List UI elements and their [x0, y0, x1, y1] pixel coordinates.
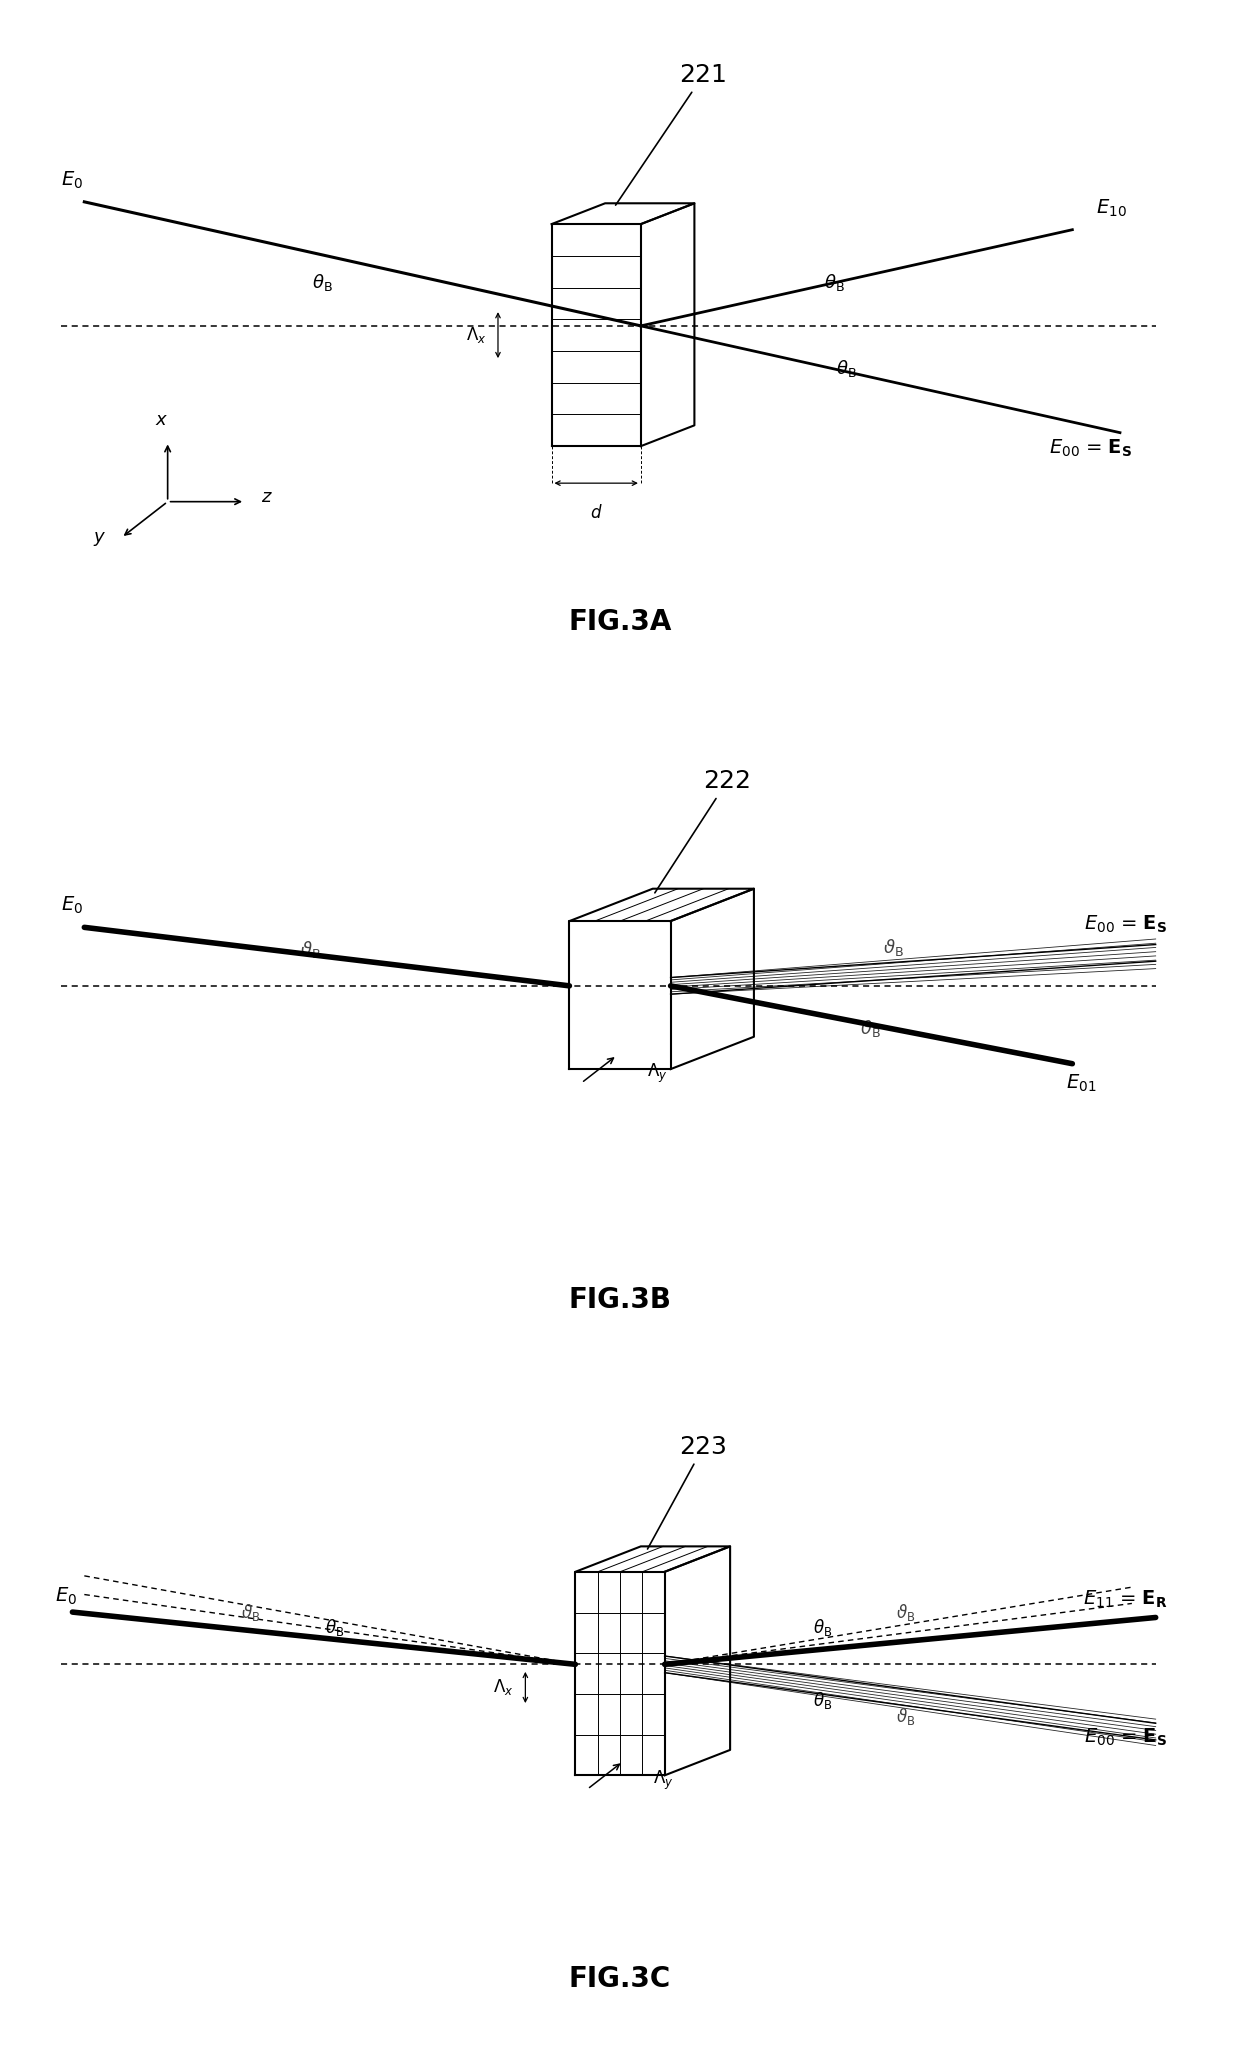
Text: $\Lambda_y$: $\Lambda_y$: [652, 1768, 673, 1791]
Text: 222: 222: [655, 769, 751, 892]
Text: $z$: $z$: [260, 487, 273, 506]
Text: $\vartheta_\mathrm{B}$: $\vartheta_\mathrm{B}$: [883, 938, 904, 958]
Text: $\theta_\mathrm{B}$: $\theta_\mathrm{B}$: [823, 273, 844, 294]
Text: $E_0$: $E_0$: [55, 1585, 77, 1608]
Text: $E_{11}$ = $\mathbf{E_R}$: $E_{11}$ = $\mathbf{E_R}$: [1083, 1589, 1168, 1610]
Text: FIG.3C: FIG.3C: [569, 1966, 671, 1992]
Text: 221: 221: [615, 64, 728, 206]
Text: $\Lambda_x$: $\Lambda_x$: [465, 325, 486, 345]
Text: $\Lambda_y$: $\Lambda_y$: [647, 1063, 667, 1086]
Text: $E_{00}$ = $\mathbf{E_S}$: $E_{00}$ = $\mathbf{E_S}$: [1084, 1727, 1168, 1748]
Text: $y$: $y$: [93, 530, 107, 549]
Text: $\theta_\mathrm{B}$: $\theta_\mathrm{B}$: [325, 1618, 343, 1639]
Text: 223: 223: [647, 1435, 728, 1548]
Text: $\theta_\mathrm{B}$: $\theta_\mathrm{B}$: [812, 1618, 832, 1639]
Text: FIG.3A: FIG.3A: [568, 609, 672, 635]
Text: $\vartheta_\mathrm{B}$: $\vartheta_\mathrm{B}$: [300, 940, 321, 960]
Text: $E_{10}$: $E_{10}$: [1096, 197, 1127, 218]
Text: $\vartheta_\mathrm{B}$: $\vartheta_\mathrm{B}$: [859, 1018, 880, 1038]
Text: FIG.3B: FIG.3B: [568, 1287, 672, 1314]
Text: $\theta_\mathrm{B}$: $\theta_\mathrm{B}$: [812, 1690, 832, 1711]
Text: $\Lambda_x$: $\Lambda_x$: [494, 1678, 513, 1698]
Text: $E_0$: $E_0$: [61, 169, 83, 191]
Text: $E_{01}$: $E_{01}$: [1065, 1073, 1096, 1094]
Text: $E_{00}$ = $\mathbf{E_S}$: $E_{00}$ = $\mathbf{E_S}$: [1084, 915, 1168, 935]
Text: $\theta_\mathrm{B}$: $\theta_\mathrm{B}$: [312, 273, 332, 294]
Text: $\vartheta_\mathrm{B}$: $\vartheta_\mathrm{B}$: [242, 1602, 260, 1622]
Text: $d$: $d$: [590, 504, 603, 522]
Text: $x$: $x$: [155, 411, 169, 430]
Text: $E_0$: $E_0$: [61, 894, 83, 917]
Text: $E_{00}$ = $\mathbf{E_S}$: $E_{00}$ = $\mathbf{E_S}$: [1049, 438, 1132, 458]
Text: $\vartheta_\mathrm{B}$: $\vartheta_\mathrm{B}$: [897, 1602, 915, 1622]
Text: $\theta_\mathrm{B}$: $\theta_\mathrm{B}$: [836, 358, 857, 378]
Text: $\vartheta_\mathrm{B}$: $\vartheta_\mathrm{B}$: [897, 1706, 915, 1727]
